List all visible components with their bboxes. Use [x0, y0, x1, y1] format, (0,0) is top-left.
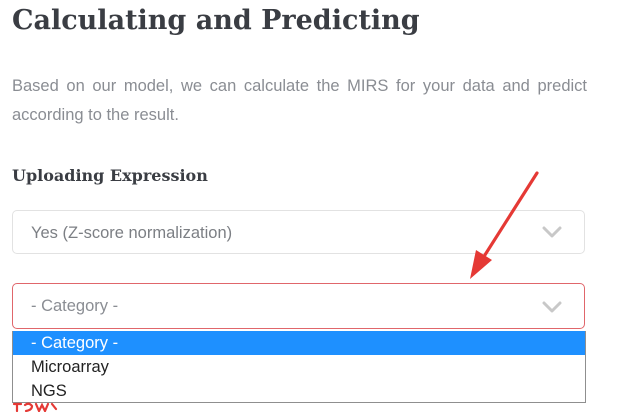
page-title: Calculating and Predicting — [12, 5, 420, 36]
category-option-placeholder[interactable]: - Category - — [13, 331, 585, 355]
section-heading-uploading-expression: Uploading Expression — [12, 166, 208, 185]
chevron-down-icon — [542, 301, 562, 313]
chevron-down-icon — [542, 226, 562, 238]
validation-message-fragment — [12, 402, 58, 412]
category-option-microarray[interactable]: Microarray — [31, 358, 109, 376]
normalization-select[interactable]: Yes (Z-score normalization) — [12, 210, 585, 254]
category-options-list: - Category - Microarray NGS — [12, 331, 586, 403]
normalization-select-value: Yes (Z-score normalization) — [31, 224, 233, 242]
page-description: Based on our model, we can calculate the… — [12, 77, 587, 124]
category-select[interactable]: - Category - — [12, 283, 585, 329]
category-select-value: - Category - — [31, 297, 119, 315]
category-option-ngs[interactable]: NGS — [31, 382, 67, 400]
